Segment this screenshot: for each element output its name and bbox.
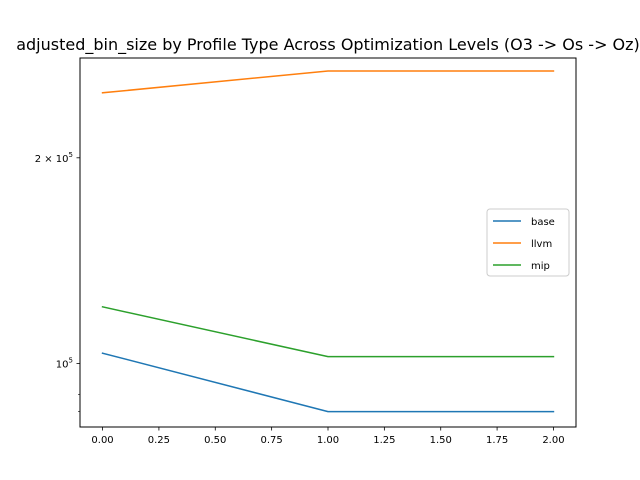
x-tick-label: 1.00: [317, 435, 339, 446]
y-tick-label: 105: [56, 356, 73, 370]
chart-title: adjusted_bin_size by Profile Type Across…: [16, 35, 640, 55]
x-tick-label: 0.75: [261, 435, 283, 446]
series-lines: [101, 70, 555, 413]
x-axis-ticks: 0.00 0.25 0.50 0.75 1.00 1.25 1.50 1.75 2.00: [91, 427, 565, 446]
series-line-base: [101, 352, 555, 413]
y-tick-label: 2 × 105: [35, 151, 73, 165]
series-line-llvm: [101, 70, 555, 94]
legend-label-base: base: [531, 217, 555, 228]
legend-label-mip: mip: [531, 261, 550, 272]
x-tick-label: 1.25: [373, 435, 395, 446]
series-line-mip: [101, 305, 555, 358]
x-tick-label: 2.00: [542, 435, 564, 446]
legend-box: [486, 208, 570, 277]
x-tick-label: 0.00: [91, 435, 113, 446]
x-tick-label: 1.75: [486, 435, 508, 446]
legend: base llvm mip: [486, 208, 570, 277]
x-tick-label: 0.50: [204, 435, 226, 446]
x-tick-label: 1.50: [430, 435, 452, 446]
legend-label-llvm: llvm: [531, 239, 552, 250]
y-axis-ticks: 105 2 × 105: [35, 151, 80, 412]
x-tick-label: 0.25: [148, 435, 170, 446]
